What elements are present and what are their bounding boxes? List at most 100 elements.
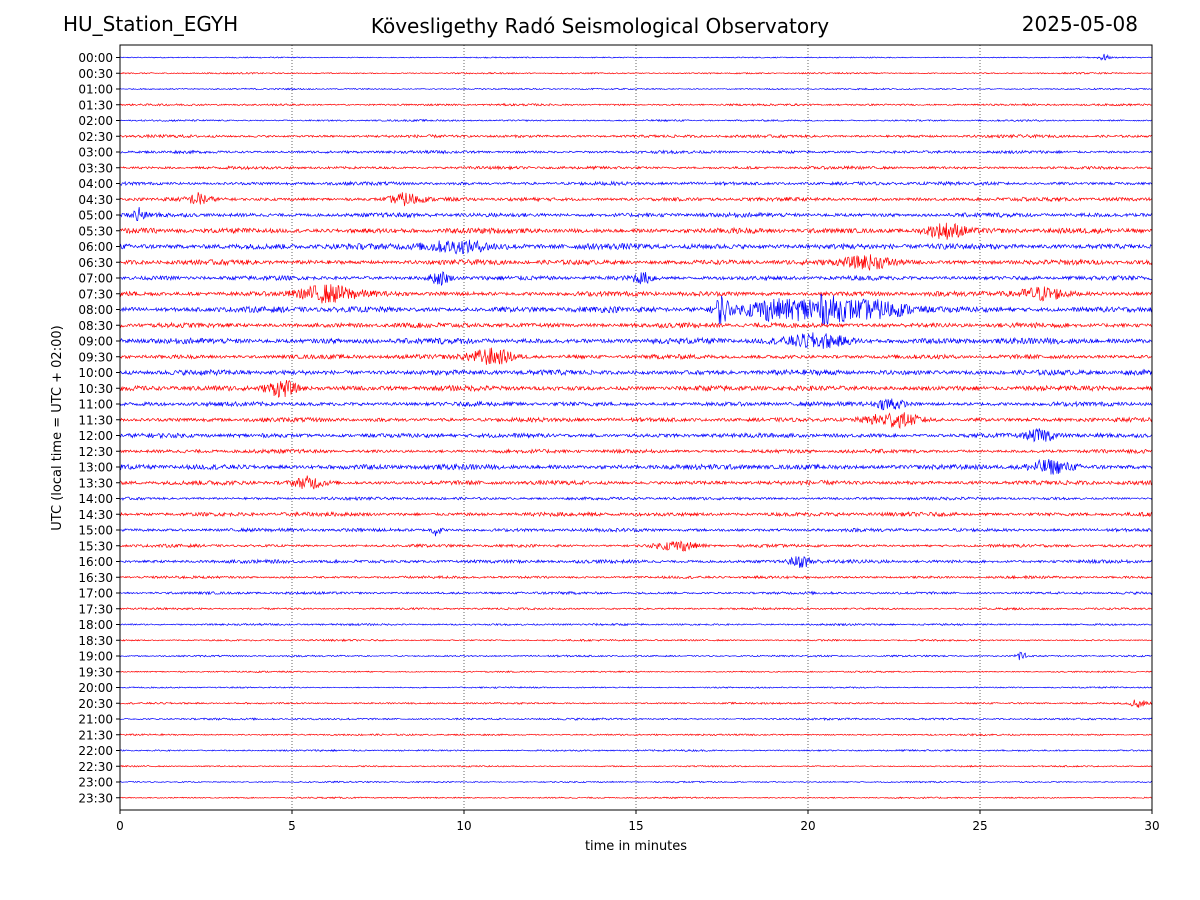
trace-0000 [119,53,1153,61]
y-tick-label: 17:30 [78,602,113,616]
y-tick-label: 15:30 [78,539,113,553]
trace-0530 [119,222,1153,240]
y-tick-label: 21:00 [78,713,113,727]
trace-1330 [119,475,1153,490]
trace-1000 [119,368,1153,377]
y-tick-label: 01:00 [78,83,113,97]
trace-1930 [119,670,1153,674]
record-date: 2025-05-08 [1021,12,1138,36]
y-tick-label: 16:30 [78,571,113,585]
trace-0900 [119,332,1153,349]
trace-0400 [119,180,1153,187]
trace-0330 [119,165,1153,171]
trace-0800 [119,293,1153,326]
y-tick-label: 21:30 [78,728,113,742]
y-tick-label: 00:30 [78,67,113,81]
traces [119,53,1153,800]
y-tick-label: 12:30 [78,445,113,459]
trace-1830 [119,638,1153,643]
trace-0430 [119,192,1153,207]
y-tick-label: 07:00 [78,272,113,286]
y-tick-label: 05:00 [78,209,113,223]
y-tick-label: 13:00 [78,461,113,475]
trace-1030 [119,379,1153,398]
x-tick-label: 20 [800,819,815,833]
trace-2130 [119,733,1153,737]
x-tick-label: 5 [288,819,296,833]
trace-0100 [119,87,1153,91]
y-tick-label: 22:00 [78,744,113,758]
x-tick-label: 25 [972,819,987,833]
y-tick-label: 14:30 [78,508,113,522]
trace-0030 [119,71,1153,75]
trace-2000 [119,686,1153,689]
trace-2230 [119,764,1153,768]
y-tick-label: 19:30 [78,665,113,679]
trace-1200 [119,428,1153,443]
trace-2030 [119,699,1153,708]
y-axis-label: UTC (local time = UTC + 02:00) [50,325,65,530]
y-tick-label: 20:00 [78,681,113,695]
trace-1300 [119,458,1153,475]
trace-1100 [119,398,1153,411]
trace-1730 [119,606,1153,611]
y-tick-label: 02:00 [78,114,113,128]
y-tick-label: 09:00 [78,335,113,349]
y-tick-label: 11:30 [78,413,113,427]
trace-0230 [119,133,1153,139]
trace-1500 [119,527,1153,537]
trace-1800 [119,622,1153,627]
x-tick-label: 0 [116,819,124,833]
station-name: HU_Station_EGYH [63,12,239,36]
y-tick-label: 16:00 [78,555,113,569]
y-tick-label: 19:00 [78,650,113,664]
y-tick-label: 15:00 [78,524,113,538]
y-tick-label: 06:30 [78,256,113,270]
y-tick-label: 18:30 [78,634,113,648]
y-tick-label: 04:00 [78,177,113,191]
y-tick-label: 11:00 [78,398,113,412]
y-tick-label: 14:00 [78,492,113,506]
trace-1130 [119,412,1153,430]
trace-1600 [119,556,1153,568]
trace-1530 [119,540,1153,552]
trace-0500 [119,207,1153,222]
trace-0300 [119,149,1153,155]
trace-0930 [119,347,1153,365]
y-tick-label: 10:30 [78,382,113,396]
y-tick-label: 00:00 [78,51,113,65]
y-tick-label: 12:00 [78,429,113,443]
trace-1430 [119,511,1153,518]
trace-2300 [119,780,1153,784]
trace-2100 [119,717,1153,722]
grid-lines [291,45,981,810]
y-tick-label: 08:00 [78,303,113,317]
y-tick-label: 01:30 [78,98,113,112]
y-tick-label: 07:30 [78,287,113,301]
trace-0130 [119,102,1152,107]
y-tick-label: 08:30 [78,319,113,333]
trace-0830 [119,321,1153,329]
y-tick-label: 10:00 [78,366,113,380]
trace-0600 [119,239,1153,255]
observatory-title: Kövesligethy Radó Seismological Observat… [370,14,830,38]
x-tick-label: 30 [1144,819,1159,833]
y-tick-label: 20:30 [78,697,113,711]
y-tick-label: 09:30 [78,350,113,364]
y-tick-label: 03:00 [78,146,113,160]
trace-0630 [119,254,1153,271]
trace-1230 [119,448,1153,455]
y-tick-label: 13:30 [78,476,113,490]
y-tick-label: 23:30 [78,791,113,805]
y-tick-label: 05:30 [78,224,113,238]
y-tick-label: 23:00 [78,776,113,790]
x-axis-label: time in minutes [585,839,687,854]
y-tick-label: 03:30 [78,161,113,175]
trace-0200 [119,118,1153,123]
y-tick-label: 17:00 [78,587,113,601]
y-tick-label: 04:30 [78,193,113,207]
trace-0730 [119,284,1153,304]
y-tick-label: 18:00 [78,618,113,632]
